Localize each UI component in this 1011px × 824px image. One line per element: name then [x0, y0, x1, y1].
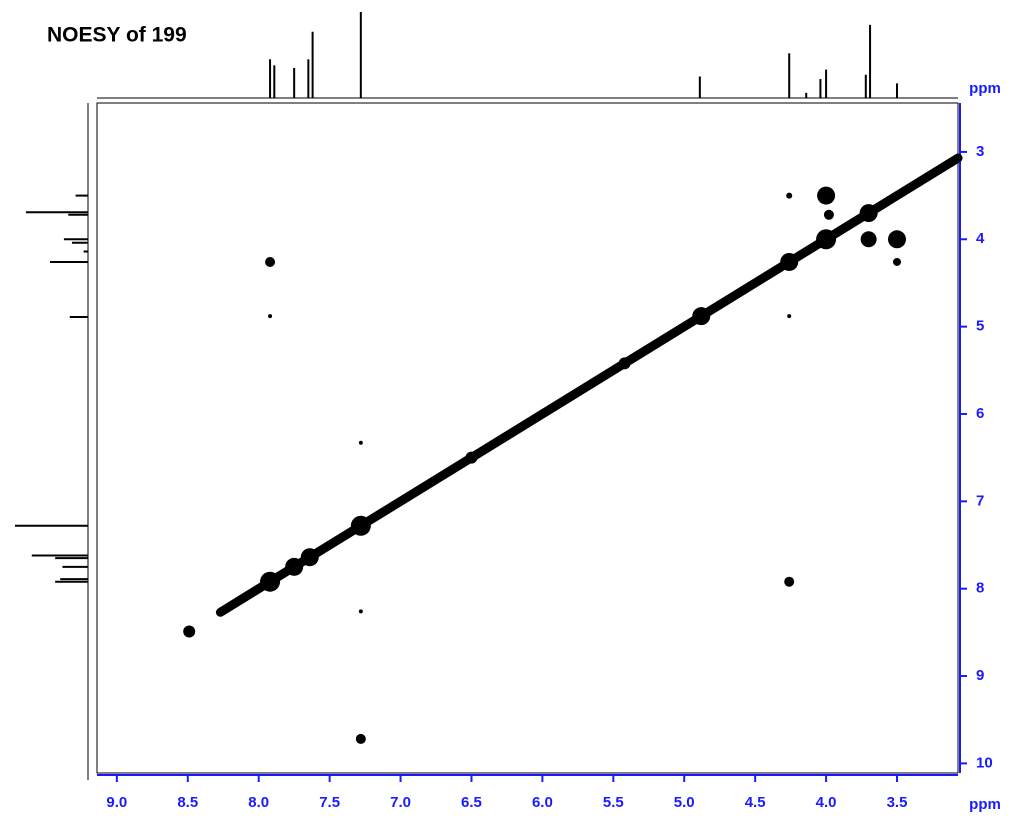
x-tick-label: 6.5: [461, 794, 482, 811]
cross-peak: [465, 451, 478, 464]
cross-peak: [260, 571, 281, 592]
y-tick-label: 10: [976, 754, 993, 771]
cross-peak: [692, 307, 711, 326]
cross-peak: [358, 440, 363, 445]
x-tick-label: 4.0: [816, 794, 837, 811]
cross-peak: [358, 609, 363, 614]
y-axis-label: ppm: [969, 80, 1001, 97]
cross-peak: [183, 625, 196, 638]
y-tick-label: 9: [976, 667, 984, 684]
x-tick-label: 3.5: [887, 794, 908, 811]
x-tick-label: 7.0: [390, 794, 411, 811]
cross-peak: [860, 231, 877, 248]
x-tick-label: 4.5: [745, 794, 766, 811]
x-tick-label: 8.5: [177, 794, 198, 811]
cross-peak: [268, 314, 273, 319]
x-tick-label: 8.0: [248, 794, 269, 811]
x-axis-label: ppm: [969, 796, 1001, 813]
y-tick-label: 8: [976, 580, 984, 597]
x-tick-label: 9.0: [106, 794, 127, 811]
cross-peak: [893, 257, 902, 266]
cross-peak: [787, 314, 792, 319]
cross-peak: [300, 548, 319, 567]
cross-peak: [888, 230, 907, 249]
y-tick-label: 4: [976, 230, 985, 247]
cross-peak: [355, 733, 366, 744]
x-tick-label: 6.0: [532, 794, 553, 811]
x-tick-label: 5.5: [603, 794, 624, 811]
cross-peak: [265, 256, 276, 267]
cross-peak: [823, 209, 834, 220]
y-tick-label: 6: [976, 405, 984, 422]
cross-peak: [784, 576, 795, 587]
x-tick-label: 7.5: [319, 794, 340, 811]
chart-title: NOESY of 199: [47, 24, 187, 47]
cross-peak: [285, 557, 304, 576]
cross-peak: [859, 204, 878, 223]
y-tick-label: 7: [976, 492, 984, 509]
cross-peak: [817, 186, 836, 205]
y-tick-label: 3: [976, 143, 984, 160]
y-tick-label: 5: [976, 318, 984, 335]
x-tick-label: 5.0: [674, 794, 695, 811]
cross-peak: [816, 229, 837, 250]
cross-peak: [780, 252, 799, 271]
diagonal: [215, 153, 963, 617]
cross-peak: [618, 357, 631, 370]
plot-frame: [96, 102, 959, 774]
cross-peak: [350, 515, 371, 536]
cross-peak: [786, 192, 793, 199]
